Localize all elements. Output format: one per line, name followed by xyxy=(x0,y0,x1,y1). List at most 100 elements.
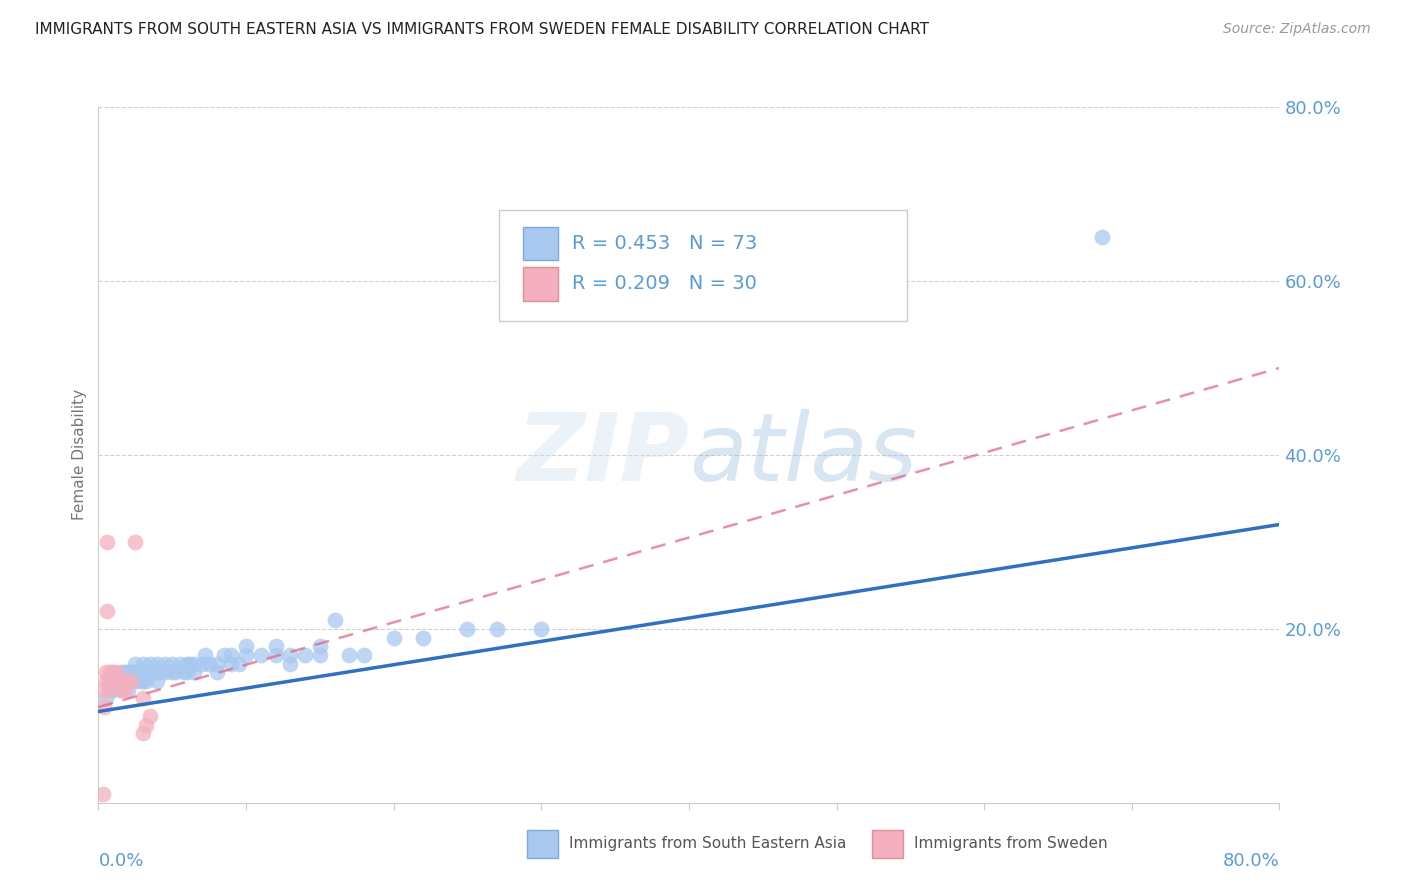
Text: 0.0%: 0.0% xyxy=(98,852,143,870)
Point xyxy=(205,665,228,680)
Point xyxy=(264,639,287,653)
Point xyxy=(105,674,128,689)
Text: R = 0.453   N = 73: R = 0.453 N = 73 xyxy=(572,234,758,253)
Text: Source: ZipAtlas.com: Source: ZipAtlas.com xyxy=(1223,22,1371,37)
Point xyxy=(135,674,157,689)
Point xyxy=(117,674,139,689)
Point xyxy=(173,665,195,680)
Point xyxy=(382,631,405,645)
Point xyxy=(120,674,142,689)
Point xyxy=(530,622,553,636)
Point xyxy=(107,674,129,689)
Point xyxy=(337,648,360,662)
Point xyxy=(103,665,125,680)
Point xyxy=(124,674,146,689)
Point xyxy=(112,674,135,689)
Point xyxy=(149,665,172,680)
Point xyxy=(98,674,121,689)
Point xyxy=(323,613,346,627)
Point xyxy=(194,648,217,662)
Point xyxy=(94,691,117,706)
Point xyxy=(132,674,155,689)
Point xyxy=(110,674,132,689)
Point xyxy=(97,682,120,697)
Point xyxy=(117,665,139,680)
Text: 80.0%: 80.0% xyxy=(1223,852,1279,870)
Point xyxy=(146,657,169,671)
Point xyxy=(176,657,198,671)
Point xyxy=(165,665,187,680)
Point xyxy=(456,622,478,636)
Point xyxy=(412,631,434,645)
Point xyxy=(183,665,205,680)
Point xyxy=(103,674,125,689)
Point xyxy=(112,674,135,689)
Point xyxy=(91,787,114,801)
Point xyxy=(107,674,129,689)
Point xyxy=(100,674,122,689)
Point xyxy=(176,665,198,680)
Point xyxy=(124,665,146,680)
Point xyxy=(93,700,115,714)
Point xyxy=(98,682,121,697)
Point xyxy=(212,648,235,662)
Point xyxy=(146,665,169,680)
Point xyxy=(114,682,136,697)
Point xyxy=(135,665,157,680)
Point xyxy=(110,674,132,689)
Point xyxy=(124,534,146,549)
Point xyxy=(114,665,136,680)
Point xyxy=(132,691,155,706)
Text: IMMIGRANTS FROM SOUTH EASTERN ASIA VS IMMIGRANTS FROM SWEDEN FEMALE DISABILITY C: IMMIGRANTS FROM SOUTH EASTERN ASIA VS IM… xyxy=(35,22,929,37)
Point xyxy=(179,657,201,671)
Point xyxy=(486,622,509,636)
Point xyxy=(97,674,120,689)
Point xyxy=(117,682,139,697)
Point xyxy=(110,682,132,697)
Text: R = 0.209   N = 30: R = 0.209 N = 30 xyxy=(572,274,756,293)
Point xyxy=(353,648,375,662)
Point xyxy=(110,682,132,697)
Point xyxy=(219,657,242,671)
Text: Immigrants from Sweden: Immigrants from Sweden xyxy=(914,837,1108,851)
Point xyxy=(139,708,162,723)
Point xyxy=(103,682,125,697)
Point xyxy=(135,717,157,731)
Point xyxy=(120,665,142,680)
Point xyxy=(104,674,127,689)
Point xyxy=(309,648,332,662)
Point xyxy=(191,657,214,671)
Point xyxy=(128,665,150,680)
Point xyxy=(128,674,150,689)
Point xyxy=(132,665,155,680)
Point xyxy=(120,674,142,689)
Point xyxy=(139,665,162,680)
Point xyxy=(110,665,132,680)
Point xyxy=(114,674,136,689)
Point xyxy=(139,657,162,671)
Point xyxy=(96,605,118,619)
Point xyxy=(294,648,316,662)
Point xyxy=(278,648,302,662)
Point xyxy=(250,648,273,662)
Point xyxy=(162,657,183,671)
Point xyxy=(143,665,166,680)
Point xyxy=(205,657,228,671)
Point xyxy=(228,657,250,671)
Point xyxy=(132,726,155,740)
Point xyxy=(235,648,257,662)
Point xyxy=(108,674,131,689)
Text: Immigrants from South Eastern Asia: Immigrants from South Eastern Asia xyxy=(569,837,846,851)
Point xyxy=(96,534,118,549)
Point xyxy=(309,639,332,653)
Point xyxy=(264,648,287,662)
Y-axis label: Female Disability: Female Disability xyxy=(72,389,87,521)
Point xyxy=(219,648,242,662)
Point xyxy=(278,657,302,671)
Text: atlas: atlas xyxy=(689,409,917,500)
Point xyxy=(183,657,205,671)
Point xyxy=(162,665,183,680)
Point xyxy=(132,657,155,671)
Point xyxy=(94,665,117,680)
Point xyxy=(98,665,121,680)
